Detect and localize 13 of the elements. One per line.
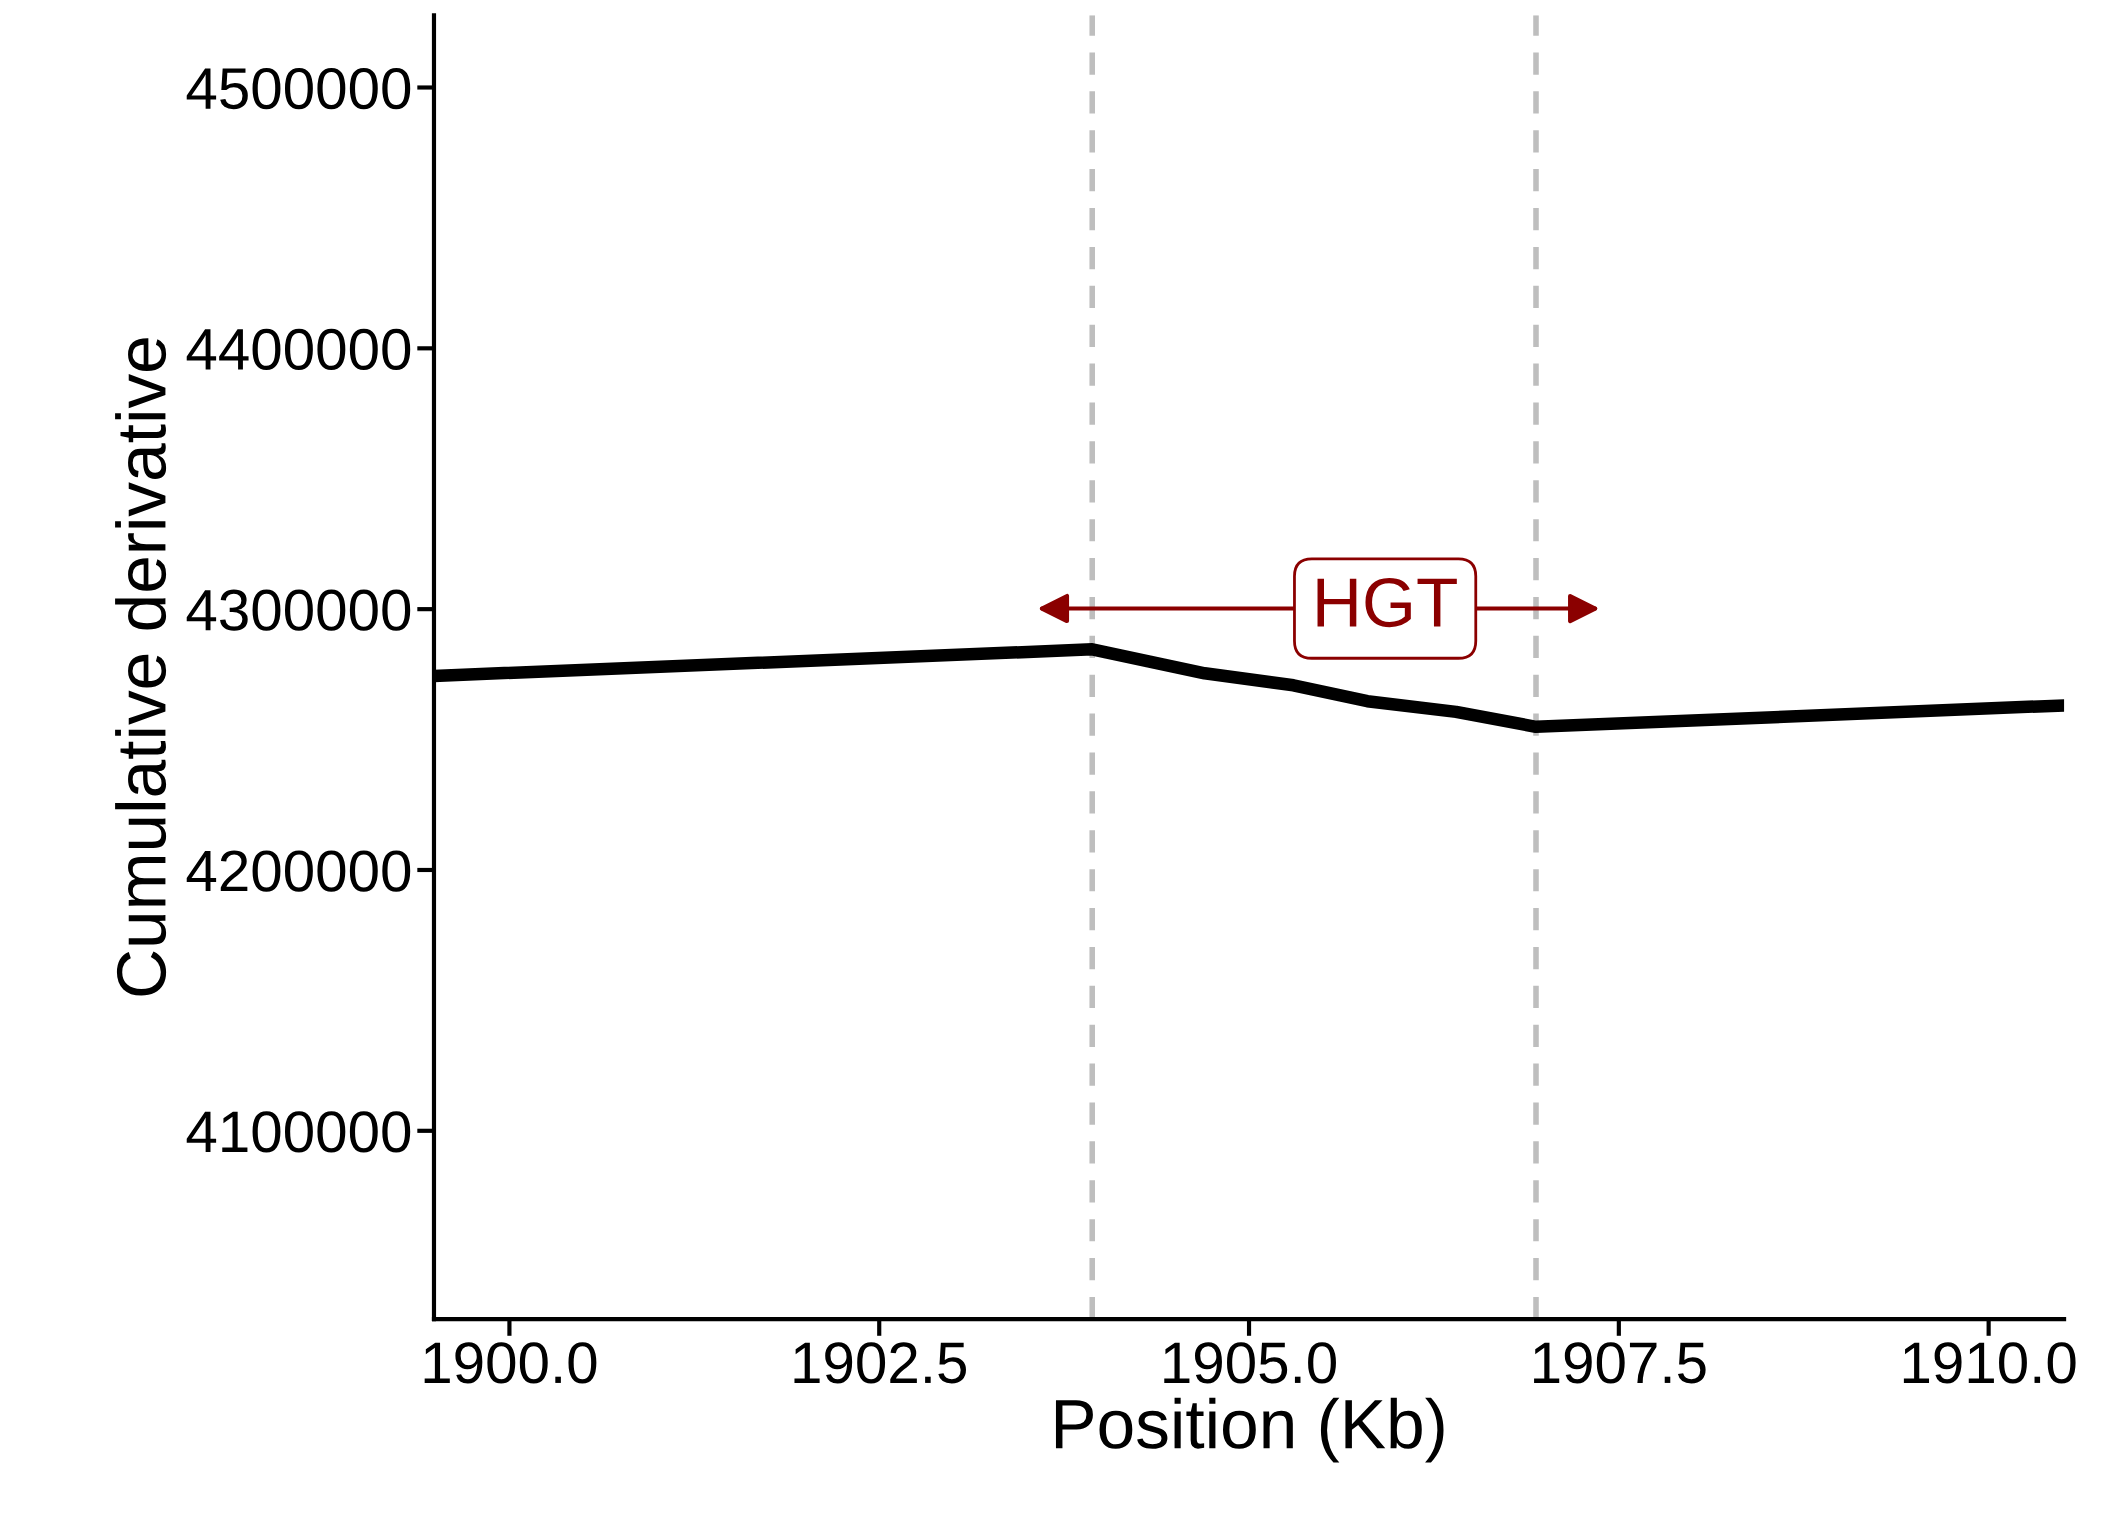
x-tick-label: 1907.5	[1534, 1342, 1706, 1384]
x-axis-title: Position (Kb)	[1055, 1397, 1444, 1463]
y-tick-label: 4100000	[186, 1111, 411, 1153]
y-tick-label: 4400000	[186, 328, 411, 371]
y-axis-title: Cumulative derivative	[115, 338, 167, 996]
y-tick-label: 4200000	[186, 850, 411, 892]
annotation: HGT	[1317, 577, 1457, 628]
x-tick-label: 1905.0	[1164, 1342, 1336, 1384]
y-tick-label: 4300000	[186, 589, 411, 631]
x-tick-label: 1900.0	[424, 1342, 597, 1384]
x-tick-label: 1902.5	[794, 1342, 966, 1384]
x-tick-label: 1910.0	[1903, 1342, 2076, 1384]
y-tick-label: 4500000	[186, 67, 411, 110]
